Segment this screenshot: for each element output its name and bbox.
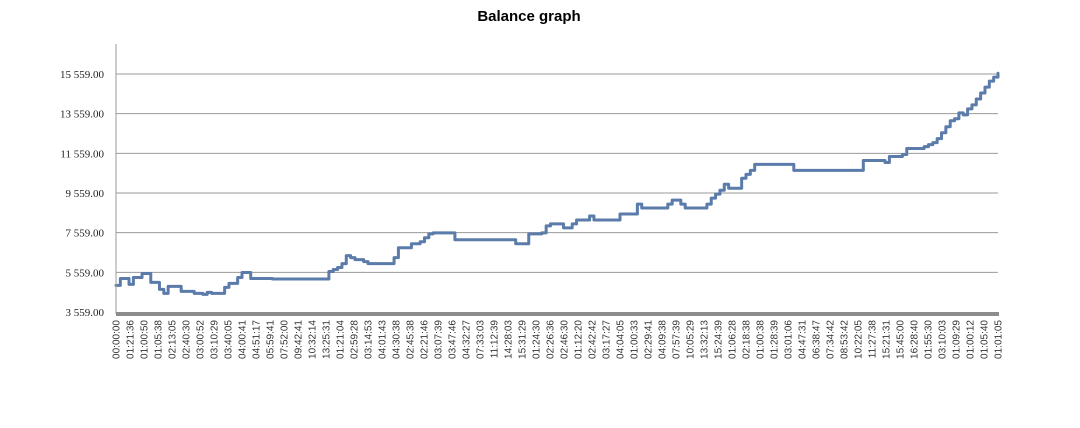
x-tick-label: 03:01:06 — [784, 320, 795, 359]
x-tick-label: 02:26:36 — [546, 320, 557, 359]
x-tick-label: 13:32:13 — [700, 320, 711, 359]
x-tick-label: 04:32:27 — [462, 320, 473, 359]
x-tick-label: 09:42:41 — [294, 320, 305, 359]
y-tick-label: 7 559.00 — [66, 228, 105, 240]
y-tick-label: 13 559.00 — [60, 109, 105, 121]
x-tick-label: 15:31:29 — [518, 320, 529, 359]
y-tick-label: 15 559.00 — [60, 69, 105, 81]
x-tick-label: 01:00:50 — [140, 320, 151, 359]
x-tick-label: 11:12:39 — [490, 320, 501, 359]
x-tick-label: 03:14:53 — [364, 320, 375, 359]
x-tick-label: 01:00:12 — [966, 320, 977, 359]
y-tick-label: 5 559.00 — [66, 267, 105, 279]
x-tick-label: 08:53:42 — [840, 320, 851, 359]
x-tick-label: 01:05:38 — [154, 320, 165, 359]
x-tick-label: 03:47:46 — [448, 320, 459, 359]
x-tick-label: 16:28:40 — [910, 320, 921, 359]
x-tick-label: 07:57:39 — [672, 320, 683, 359]
x-tick-label: 10:22:05 — [854, 320, 865, 359]
x-tick-label: 02:45:38 — [406, 320, 417, 359]
x-tick-label: 01:06:28 — [728, 320, 739, 359]
x-tick-label: 01:21:36 — [126, 320, 137, 359]
x-tick-label: 02:46:30 — [560, 320, 571, 359]
x-tick-label: 04:30:38 — [392, 320, 403, 359]
x-tick-label: 04:09:38 — [658, 320, 669, 359]
x-tick-label: 11:27:38 — [868, 320, 879, 359]
x-tick-label: 02:18:38 — [742, 320, 753, 359]
x-tick-label: 14:28:03 — [504, 320, 515, 359]
chart-title: Balance graph — [477, 8, 581, 25]
x-tick-label: 02:13:05 — [168, 320, 179, 359]
x-tick-label: 03:10:03 — [938, 320, 949, 359]
x-tick-label: 01:09:29 — [952, 320, 963, 359]
x-tick-label: 03:07:39 — [434, 320, 445, 359]
x-tick-label: 02:59:28 — [350, 320, 361, 359]
x-tick-label: 10:32:14 — [308, 320, 319, 359]
x-tick-label: 05:59:41 — [266, 320, 277, 359]
x-tick-label: 03:17:27 — [602, 320, 613, 359]
x-tick-label: 10:05:29 — [686, 320, 697, 359]
x-tick-label: 03:00:52 — [196, 320, 207, 359]
x-tick-label: 02:42:42 — [588, 320, 599, 359]
x-tick-label: 15:24:39 — [714, 320, 725, 359]
y-tick-label: 3 559.00 — [66, 307, 105, 319]
x-tick-label: 01:12:20 — [574, 320, 585, 359]
x-tick-label: 13:25:31 — [322, 320, 333, 359]
x-tick-label: 15:21:31 — [882, 320, 893, 359]
x-tick-label: 01:55:30 — [924, 320, 935, 359]
x-tick-label: 04:04:05 — [616, 320, 627, 359]
x-tick-label: 07:33:03 — [476, 320, 487, 359]
x-tick-label: 02:21:46 — [420, 320, 431, 359]
x-tick-label: 15:45:00 — [896, 320, 907, 359]
x-tick-label: 04:51:17 — [252, 320, 263, 359]
x-tick-label: 01:01:05 — [994, 320, 1005, 359]
x-tick-label: 01:21:04 — [336, 320, 347, 359]
y-tick-label: 11 559.00 — [60, 148, 104, 160]
x-tick-label: 01:00:38 — [756, 320, 767, 359]
x-tick-label: 02:40:30 — [182, 320, 193, 359]
y-tick-label: 9 559.00 — [66, 188, 105, 200]
x-tick-label: 03:10:29 — [210, 320, 221, 359]
x-tick-label: 01:24:30 — [532, 320, 543, 359]
x-tick-label: 01:05:40 — [980, 320, 991, 359]
x-tick-label: 07:52:00 — [280, 320, 291, 359]
x-tick-label: 01:28:39 — [770, 320, 781, 359]
x-tick-label: 00:00:00 — [112, 320, 123, 359]
x-tick-label: 04:01:43 — [378, 320, 389, 359]
balance-series-line — [114, 71, 1000, 296]
x-tick-label: 07:34:42 — [826, 320, 837, 359]
x-tick-label: 01:00:33 — [630, 320, 641, 359]
x-tick-label: 04:00:41 — [238, 320, 249, 359]
x-tick-label: 03:40:05 — [224, 320, 235, 359]
x-tick-label: 06:38:47 — [812, 320, 823, 359]
x-tick-label: 02:29:41 — [644, 320, 655, 359]
x-tick-label: 04:47:31 — [798, 320, 809, 359]
